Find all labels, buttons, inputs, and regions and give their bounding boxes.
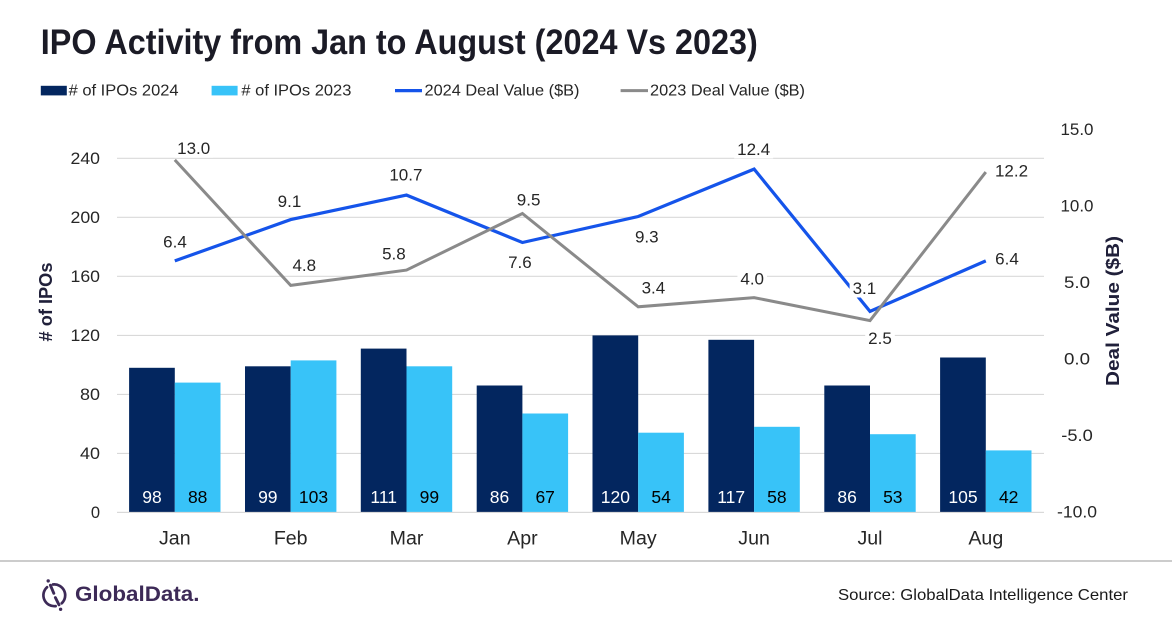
svg-text:Jul: Jul [857,527,882,549]
svg-text:Jan: Jan [159,527,191,549]
svg-text:40: 40 [80,445,100,463]
svg-text:3.4: 3.4 [642,279,666,298]
svg-text:0.0: 0.0 [1064,350,1090,368]
svg-text:67: 67 [535,487,554,507]
svg-text:99: 99 [258,487,277,507]
svg-text:111: 111 [370,487,397,507]
svg-text:2024 Deal Value ($B): 2024 Deal Value ($B) [425,83,580,100]
svg-text:2.5: 2.5 [868,329,892,348]
svg-text:86: 86 [837,487,856,507]
svg-text:0: 0 [91,504,100,522]
svg-text:120: 120 [71,327,101,345]
svg-text:6.4: 6.4 [163,233,187,252]
svg-text:99: 99 [420,487,439,507]
svg-text:6.4: 6.4 [995,249,1019,268]
svg-text:IPO Activity from Jan to Augus: IPO Activity from Jan to August (2024 Vs… [41,23,758,62]
svg-text:Source: GlobalData Intelligenc: Source: GlobalData Intelligence Center [838,587,1129,604]
svg-text:Aug: Aug [968,527,1003,549]
svg-text:58: 58 [767,487,786,507]
svg-text:42: 42 [999,487,1018,507]
svg-text:7.6: 7.6 [508,253,532,272]
svg-text:13.0: 13.0 [177,139,210,158]
svg-text:86: 86 [490,487,509,507]
svg-text:10.7: 10.7 [389,166,422,185]
svg-text:240: 240 [71,150,101,168]
svg-text:Feb: Feb [274,527,308,549]
svg-text:54: 54 [651,487,671,507]
svg-text:-10.0: -10.0 [1057,503,1097,521]
svg-text:Deal Value ($B): Deal Value ($B) [1102,236,1123,386]
svg-text:5.0: 5.0 [1064,274,1090,292]
svg-text:80: 80 [80,386,100,404]
svg-text:15.0: 15.0 [1061,121,1094,139]
svg-text:10.0: 10.0 [1061,197,1094,215]
svg-text:160: 160 [71,268,101,286]
svg-text:2023 Deal Value ($B): 2023 Deal Value ($B) [650,83,805,100]
svg-text:# of IPOs: # of IPOs [35,263,56,342]
svg-text:103: 103 [299,487,328,507]
svg-text:5.8: 5.8 [382,245,406,264]
svg-text:4.0: 4.0 [740,269,764,288]
svg-text:May: May [620,527,657,549]
svg-text:# of IPOs 2024: # of IPOs 2024 [69,83,179,100]
svg-text:120: 120 [601,487,630,507]
svg-text:4.8: 4.8 [292,256,316,275]
svg-text:Apr: Apr [507,527,538,549]
svg-text:-5.0: -5.0 [1061,427,1093,445]
svg-text:9.5: 9.5 [517,191,541,210]
svg-text:3.1: 3.1 [853,279,877,298]
svg-text:12.2: 12.2 [995,161,1028,180]
svg-text:GlobalData.: GlobalData. [75,583,200,606]
svg-text:12.4: 12.4 [737,140,770,159]
svg-text:Jun: Jun [738,527,770,549]
svg-text:9.1: 9.1 [278,192,302,211]
svg-text:# of IPOs 2023: # of IPOs 2023 [241,83,351,100]
svg-text:117: 117 [717,487,745,507]
svg-text:98: 98 [142,487,161,507]
svg-text:Mar: Mar [390,527,424,549]
svg-text:9.3: 9.3 [635,227,659,246]
svg-text:53: 53 [883,487,902,507]
svg-text:200: 200 [71,209,101,227]
svg-text:105: 105 [948,487,977,507]
svg-text:88: 88 [188,487,207,507]
